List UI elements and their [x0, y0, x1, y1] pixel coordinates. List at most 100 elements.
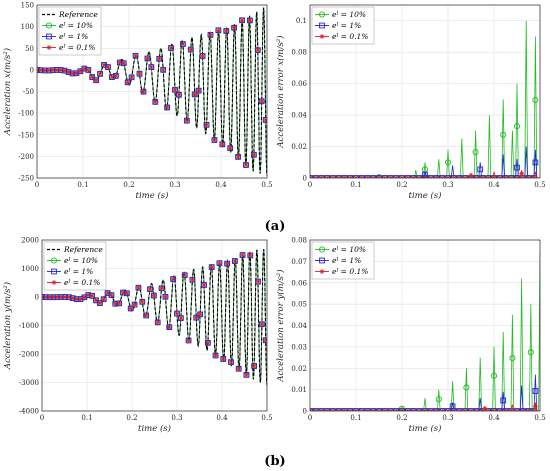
data-point	[204, 122, 209, 128]
marker-star-d2	[320, 269, 324, 274]
data-point	[160, 67, 166, 73]
legend: eᴵ = 10% eᴵ = 1% eᴵ = 0.1%	[311, 6, 375, 45]
data-point	[428, 175, 434, 178]
marker-star-d2	[202, 283, 206, 287]
data-point	[439, 408, 445, 411]
marker-star-d2	[113, 73, 118, 78]
marker-star-d1	[411, 409, 415, 411]
data-point	[405, 408, 411, 411]
chart-b-right: 0 0.01 0.02 0.03 0.04 0.05 0.06 0.07 0.08 0 0.1 0.2…	[275, 237, 546, 435]
data-point	[393, 175, 399, 178]
marker-star-d2	[90, 293, 95, 298]
data-point	[208, 32, 213, 38]
data-point	[342, 408, 347, 411]
marker-star-d2	[476, 409, 479, 411]
marker-star-d2	[132, 302, 137, 307]
data-point	[468, 408, 474, 411]
legend-marker	[51, 268, 57, 275]
marker-star-d2	[384, 409, 387, 411]
marker-star-d2	[504, 409, 508, 411]
marker-star-d2	[338, 176, 341, 178]
data-point	[137, 71, 142, 77]
marker-star-d2	[190, 277, 195, 282]
marker-star-d2	[453, 409, 456, 411]
marker-star-d2	[47, 45, 51, 50]
x-tick-label: 0.4	[488, 181, 500, 189]
marker-star-d1	[520, 176, 524, 178]
marker-star-d2	[171, 277, 176, 282]
axes-box	[309, 4, 541, 179]
data-point	[451, 175, 457, 178]
marker-star-d2	[102, 62, 106, 67]
marker-star-d1	[405, 409, 409, 411]
data-point	[251, 152, 257, 158]
data-point	[136, 285, 141, 291]
marker-star-d2	[355, 176, 358, 178]
data-point	[147, 286, 153, 292]
legend-marker	[319, 34, 325, 39]
marker-star-d2	[196, 88, 201, 93]
y-tick-label: 0.1	[296, 17, 307, 25]
marker-star-d2	[175, 311, 179, 316]
marker-star-d1	[497, 409, 501, 411]
data-point	[178, 315, 184, 321]
data-point	[313, 175, 319, 178]
data-point	[172, 87, 178, 93]
data-point	[434, 408, 439, 411]
marker-star-d2	[244, 372, 249, 377]
marker-star-d2	[151, 293, 156, 298]
marker-star-d2	[221, 357, 226, 361]
marker-star-d2	[412, 409, 416, 411]
marker-star-d1	[423, 409, 426, 411]
marker-star-d2	[155, 320, 160, 325]
data-point	[116, 300, 122, 306]
marker-star-d2	[430, 409, 433, 411]
data-point	[145, 56, 150, 61]
data-point	[513, 123, 521, 130]
data-point	[219, 141, 225, 147]
data-point	[236, 366, 242, 372]
data-point	[324, 408, 330, 411]
marker-star-d2	[418, 176, 422, 178]
marker-star-d2	[395, 176, 399, 178]
marker-star-d2	[182, 273, 187, 278]
marker-star-d2	[186, 338, 191, 343]
legend-entry: eᴵ = 1%	[59, 32, 88, 41]
data-point	[188, 47, 194, 52]
data-point	[359, 408, 365, 411]
data-point	[388, 408, 393, 411]
marker-star-d2	[458, 176, 462, 178]
data-point	[101, 296, 107, 302]
data-point	[497, 175, 503, 178]
x-tick-label: 0.4	[215, 181, 227, 189]
legend-entry: eᴵ = 1%	[64, 267, 93, 276]
marker-star-d1	[319, 176, 323, 178]
marker-star-d2	[384, 176, 387, 178]
marker-star-d1	[451, 409, 455, 411]
data-point	[310, 408, 313, 411]
marker-star-d1	[486, 176, 489, 178]
marker-star-d2	[188, 47, 193, 52]
marker-star-d2	[458, 409, 462, 411]
series-line	[310, 20, 540, 178]
data-point	[212, 137, 217, 143]
x-tick-label: 0.5	[534, 414, 545, 422]
data-point	[347, 408, 353, 411]
marker-star-d2	[140, 299, 145, 304]
marker-star-d2	[213, 353, 218, 358]
marker-star-d1	[526, 176, 530, 178]
marker-star-d2	[248, 253, 253, 258]
x-tick-label: 0	[308, 181, 312, 189]
data-point	[474, 175, 480, 178]
data-point	[416, 408, 422, 411]
marker-star-d2	[198, 312, 203, 317]
y-tick-label: -2000	[19, 351, 39, 359]
marker-star-d1	[503, 176, 507, 178]
marker-star-d1	[382, 176, 386, 178]
marker-star-d2	[232, 25, 237, 30]
x-tick-label: 0.1	[77, 181, 88, 189]
axes-box	[41, 239, 268, 412]
marker-star-d2	[244, 163, 248, 167]
marker-star-d2	[212, 138, 217, 142]
data-point	[422, 408, 428, 411]
